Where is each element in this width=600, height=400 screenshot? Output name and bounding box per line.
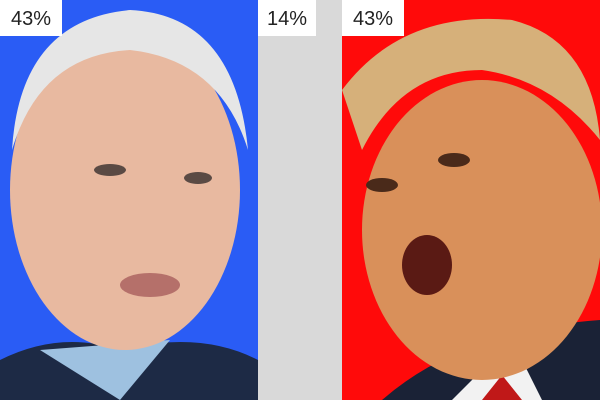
right-candidate-photo (342, 0, 600, 400)
left-percent-label: 43% (0, 0, 62, 36)
right-percent-label: 43% (342, 0, 404, 36)
middle-percent-label: 14% (258, 0, 316, 36)
left-candidate-photo (0, 0, 258, 400)
right-candidate-panel: 43% (342, 0, 600, 400)
left-candidate-panel: 43% (0, 0, 258, 400)
undecided-panel: 14% (258, 0, 342, 400)
